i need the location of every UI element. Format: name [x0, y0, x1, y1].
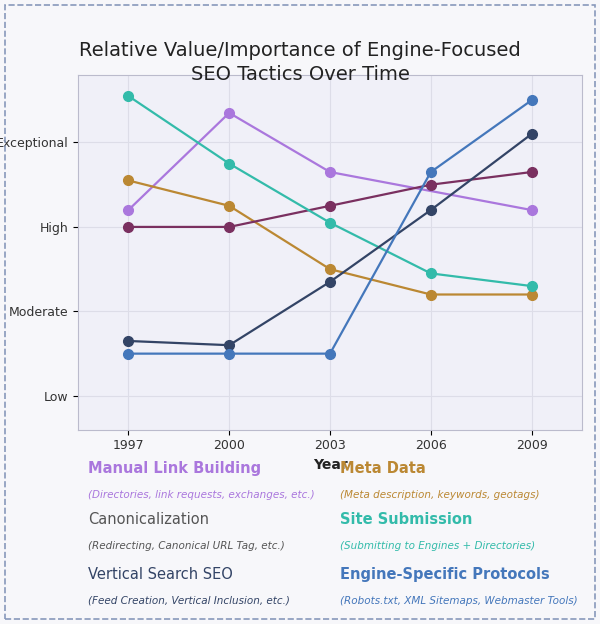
Text: Site Submission: Site Submission [340, 512, 472, 527]
Text: (Robots.txt, XML Sitemaps, Webmaster Tools): (Robots.txt, XML Sitemaps, Webmaster Too… [340, 596, 578, 606]
Text: Meta Data: Meta Data [340, 461, 426, 476]
Text: (Redirecting, Canonical URL Tag, etc.): (Redirecting, Canonical URL Tag, etc.) [88, 541, 285, 551]
Text: Relative Value/Importance of Engine-Focused
SEO Tactics Over Time: Relative Value/Importance of Engine-Focu… [79, 41, 521, 84]
Text: (Feed Creation, Vertical Inclusion, etc.): (Feed Creation, Vertical Inclusion, etc.… [88, 596, 290, 606]
Text: Engine-Specific Protocols: Engine-Specific Protocols [340, 567, 550, 582]
Text: Manual Link Building: Manual Link Building [88, 461, 261, 476]
Text: Canonicalization: Canonicalization [88, 512, 209, 527]
Text: (Submitting to Engines + Directories): (Submitting to Engines + Directories) [340, 541, 535, 551]
Text: Vertical Search SEO: Vertical Search SEO [88, 567, 233, 582]
Text: (Directories, link requests, exchanges, etc.): (Directories, link requests, exchanges, … [88, 490, 315, 500]
Text: (Meta description, keywords, geotags): (Meta description, keywords, geotags) [340, 490, 539, 500]
X-axis label: Year: Year [313, 458, 347, 472]
